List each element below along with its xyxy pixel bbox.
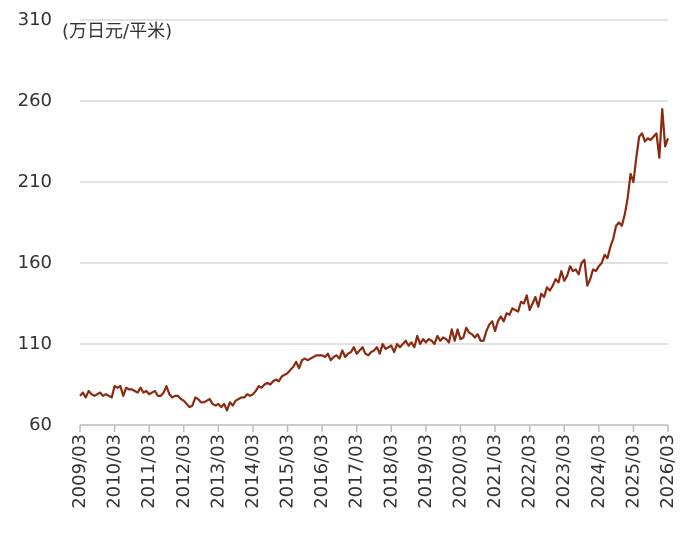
y-tick-label: 310 [18, 9, 52, 30]
y-tick-label: 260 [18, 90, 52, 111]
x-tick-label: 2013/03 [207, 434, 228, 509]
x-tick-label: 2018/03 [380, 434, 401, 509]
x-tick-label: 2011/03 [138, 434, 159, 509]
x-tick-label: 2026/03 [657, 434, 678, 509]
x-tick-label: 2012/03 [173, 434, 194, 509]
x-tick-label: 2009/03 [69, 434, 90, 509]
x-tick-label: 2020/03 [449, 434, 470, 509]
y-tick-label: 210 [18, 171, 52, 192]
x-tick-label: 2014/03 [242, 434, 263, 509]
line [79, 108, 670, 412]
x-tick-label: 2016/03 [311, 434, 332, 509]
x-tick-label: 2010/03 [104, 434, 125, 509]
y-axis-label: (万日元/平米) [62, 21, 172, 42]
y-tick-label: 60 [29, 414, 52, 435]
y-tick-label: 110 [18, 333, 52, 354]
x-tick-label: 2017/03 [346, 434, 367, 509]
x-tick-label: 2025/03 [622, 434, 643, 509]
x-tick-label: 2015/03 [277, 434, 298, 509]
y-tick-label: 160 [18, 252, 52, 273]
x-tick-label: 2023/03 [553, 434, 574, 509]
x-tick-label: 2019/03 [415, 434, 436, 509]
x-tick-label: 2022/03 [519, 434, 540, 509]
x-tick-label: 2021/03 [484, 434, 505, 509]
x-tick-label: 2024/03 [588, 434, 609, 509]
